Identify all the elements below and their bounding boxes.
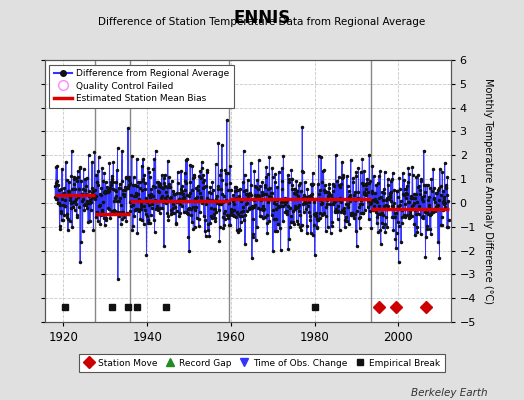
Text: ENNIS: ENNIS [233, 9, 291, 27]
Legend: Difference from Regional Average, Quality Control Failed, Estimated Station Mean: Difference from Regional Average, Qualit… [49, 64, 234, 108]
Legend: Station Move, Record Gap, Time of Obs. Change, Empirical Break: Station Move, Record Gap, Time of Obs. C… [79, 354, 445, 372]
Text: Berkeley Earth: Berkeley Earth [411, 388, 487, 398]
Y-axis label: Monthly Temperature Anomaly Difference (°C): Monthly Temperature Anomaly Difference (… [483, 78, 493, 304]
Text: Difference of Station Temperature Data from Regional Average: Difference of Station Temperature Data f… [99, 17, 425, 27]
